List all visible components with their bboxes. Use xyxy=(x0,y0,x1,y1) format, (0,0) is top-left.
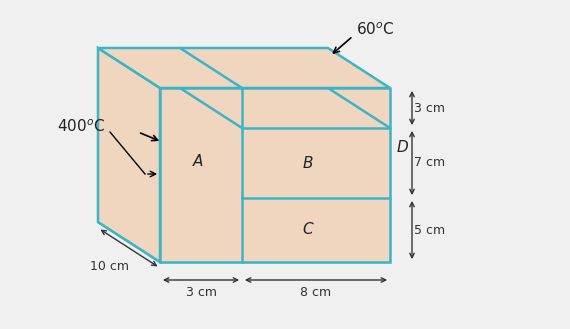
Polygon shape xyxy=(98,48,390,88)
Text: $400^o$C: $400^o$C xyxy=(57,119,105,135)
Text: 5 cm: 5 cm xyxy=(414,223,446,237)
Text: 8 cm: 8 cm xyxy=(300,286,332,298)
Polygon shape xyxy=(160,88,390,262)
Text: $60^o$C: $60^o$C xyxy=(356,22,394,38)
Text: 3 cm: 3 cm xyxy=(414,102,446,114)
Text: D: D xyxy=(396,139,408,155)
Text: A: A xyxy=(193,155,203,169)
Text: C: C xyxy=(303,222,314,238)
Text: B: B xyxy=(303,156,314,170)
Polygon shape xyxy=(98,222,390,262)
Text: 7 cm: 7 cm xyxy=(414,157,446,169)
Polygon shape xyxy=(98,48,160,262)
Text: 3 cm: 3 cm xyxy=(185,286,217,298)
Text: 10 cm: 10 cm xyxy=(89,260,128,272)
